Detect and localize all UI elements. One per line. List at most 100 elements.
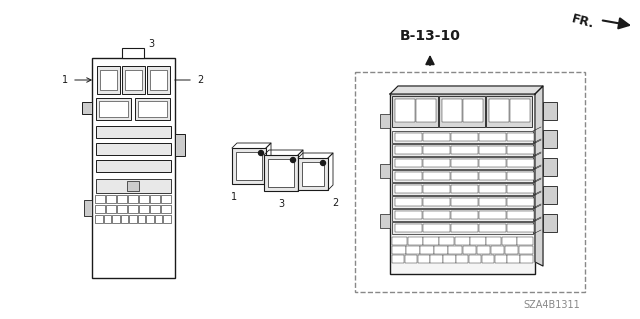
Text: 1: 1 xyxy=(62,75,68,85)
Bar xyxy=(416,99,436,122)
Bar xyxy=(423,185,450,193)
Bar xyxy=(155,215,163,223)
Bar xyxy=(486,237,501,245)
Bar xyxy=(520,255,532,263)
Bar xyxy=(395,224,422,232)
Text: 3: 3 xyxy=(148,39,154,49)
Bar xyxy=(395,211,422,219)
Bar xyxy=(451,172,478,180)
Bar xyxy=(423,133,450,141)
Bar xyxy=(479,185,506,193)
Bar xyxy=(139,195,149,203)
Bar xyxy=(302,162,324,186)
Text: 3: 3 xyxy=(278,199,284,209)
Bar xyxy=(543,130,557,148)
Bar xyxy=(454,237,470,245)
Bar xyxy=(121,215,128,223)
Bar xyxy=(128,195,138,203)
Bar xyxy=(451,146,478,154)
Bar xyxy=(477,246,490,254)
Bar xyxy=(355,72,585,292)
Bar xyxy=(147,215,154,223)
Bar xyxy=(117,205,127,213)
Bar xyxy=(128,205,138,213)
Bar xyxy=(479,146,506,154)
Bar xyxy=(138,101,167,117)
Bar xyxy=(96,143,171,155)
Bar xyxy=(395,99,415,122)
Bar xyxy=(96,126,171,138)
Bar xyxy=(543,158,557,176)
Text: SZA4B1311: SZA4B1311 xyxy=(524,300,580,310)
Bar xyxy=(392,131,533,143)
Bar xyxy=(507,224,534,232)
Bar xyxy=(392,246,406,254)
Bar xyxy=(392,144,533,156)
Bar xyxy=(147,66,170,94)
Polygon shape xyxy=(535,86,543,266)
Bar xyxy=(380,164,390,178)
Bar xyxy=(106,205,116,213)
Bar xyxy=(470,237,486,245)
Bar xyxy=(84,200,92,216)
Bar xyxy=(423,198,450,206)
Circle shape xyxy=(291,158,296,162)
Bar xyxy=(439,237,454,245)
Bar xyxy=(122,66,145,94)
Bar xyxy=(392,196,533,208)
Bar xyxy=(395,185,422,193)
Bar xyxy=(150,70,167,90)
Bar xyxy=(519,246,532,254)
Bar xyxy=(423,146,450,154)
Bar xyxy=(423,224,450,232)
Bar xyxy=(392,183,533,195)
Bar xyxy=(395,198,422,206)
Bar xyxy=(495,255,507,263)
Bar xyxy=(469,255,481,263)
Bar xyxy=(423,211,450,219)
Bar xyxy=(150,195,160,203)
Bar xyxy=(507,133,534,141)
Bar xyxy=(161,205,171,213)
Bar xyxy=(395,172,422,180)
Circle shape xyxy=(321,160,326,166)
Bar xyxy=(543,186,557,204)
Bar xyxy=(95,215,102,223)
Bar xyxy=(423,159,450,167)
Bar xyxy=(451,133,478,141)
Bar xyxy=(392,209,533,221)
Bar xyxy=(129,215,137,223)
Bar xyxy=(442,99,462,122)
Bar xyxy=(264,155,298,191)
Bar xyxy=(456,255,468,263)
Bar xyxy=(395,159,422,167)
Bar xyxy=(418,255,430,263)
Bar xyxy=(507,198,534,206)
Bar xyxy=(392,222,533,234)
Bar xyxy=(99,101,128,117)
Bar xyxy=(451,211,478,219)
Text: 2: 2 xyxy=(197,75,204,85)
Bar xyxy=(138,215,145,223)
Text: 2: 2 xyxy=(332,198,339,208)
Bar xyxy=(163,215,171,223)
Bar xyxy=(95,195,105,203)
Bar xyxy=(92,58,175,278)
Bar xyxy=(392,237,407,245)
Bar xyxy=(392,255,404,263)
Bar xyxy=(491,246,504,254)
Bar xyxy=(392,157,533,169)
Bar xyxy=(236,152,262,180)
Bar xyxy=(125,70,142,90)
Bar xyxy=(392,170,533,182)
Bar xyxy=(502,237,517,245)
Bar xyxy=(112,215,120,223)
Bar xyxy=(543,102,557,120)
Bar xyxy=(517,237,532,245)
Bar xyxy=(507,211,534,219)
Bar xyxy=(482,255,494,263)
Text: 1: 1 xyxy=(231,192,237,202)
Bar xyxy=(479,211,506,219)
Bar xyxy=(507,146,534,154)
Bar xyxy=(117,195,127,203)
